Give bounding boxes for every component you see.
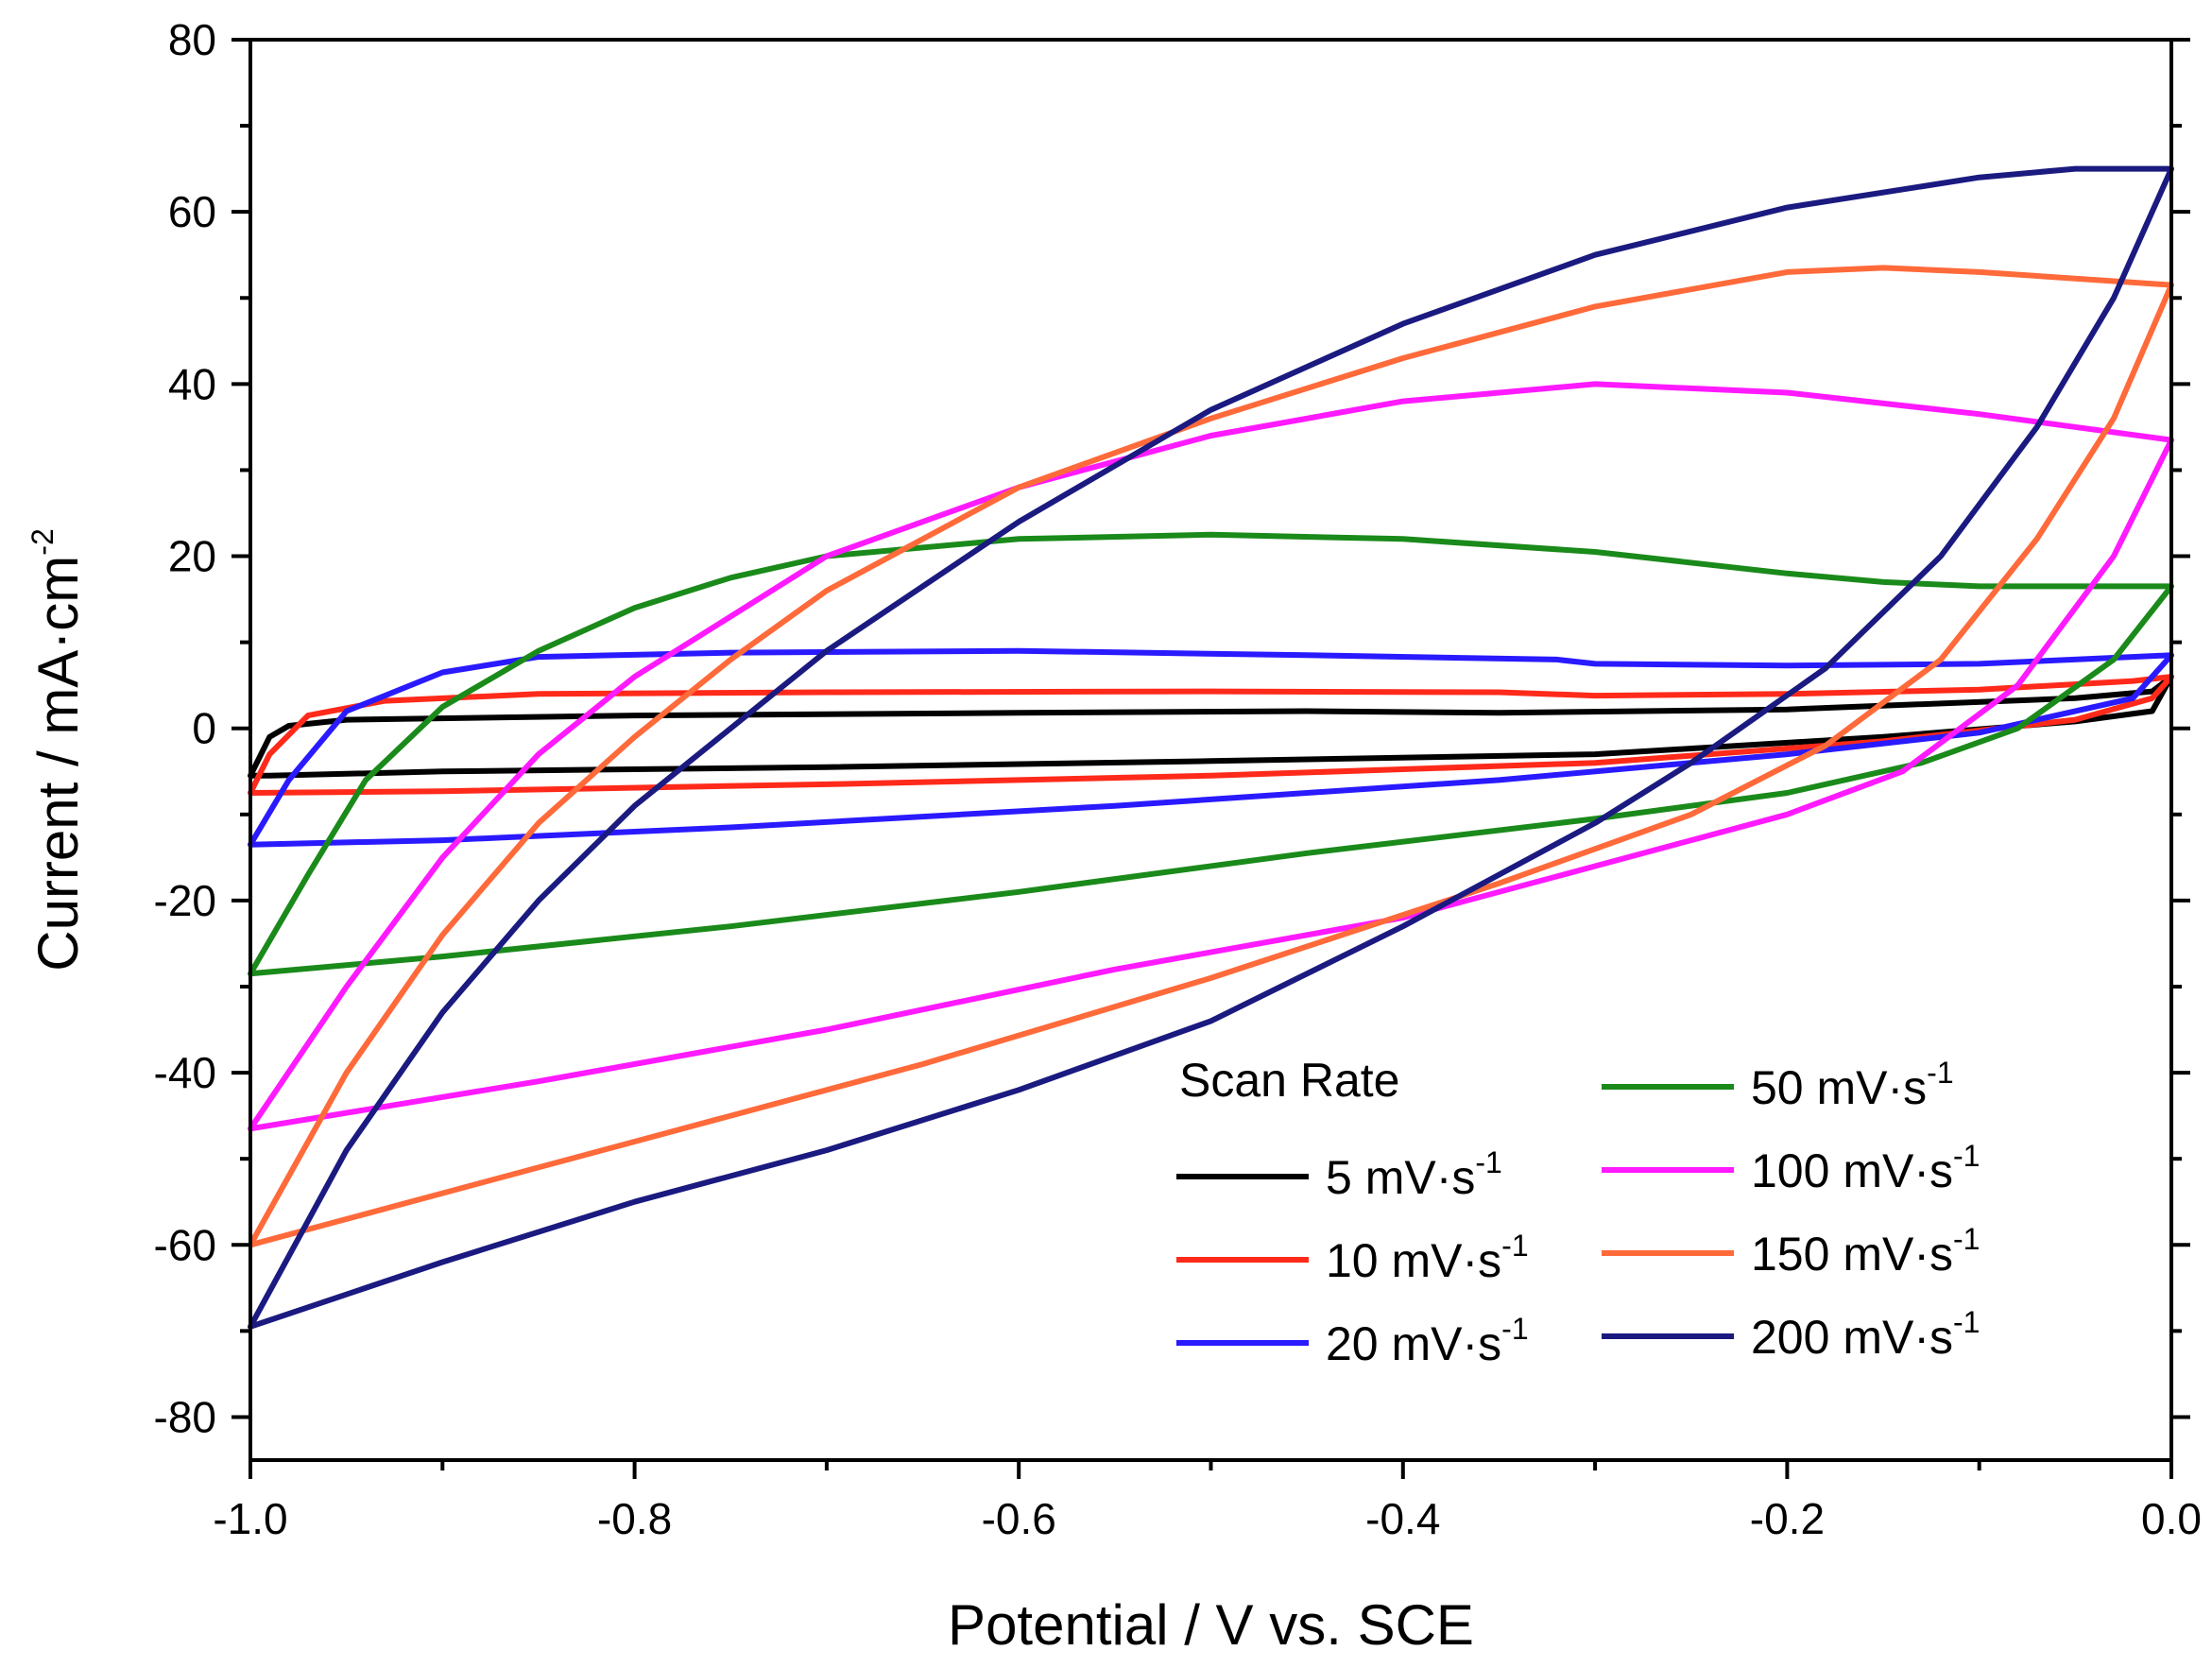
series-line-7 xyxy=(248,165,2174,1330)
legend-label: 150 mV·s-1 xyxy=(1751,1222,1980,1281)
legend-item: 200 mV·s-1 xyxy=(1602,1305,1980,1364)
x-axis-title: Potential / V vs. SCE xyxy=(948,1593,1474,1657)
x-tick-label: -0.6 xyxy=(982,1494,1056,1543)
series-line-2 xyxy=(248,674,2174,796)
legend-label: 200 mV·s-1 xyxy=(1751,1305,1980,1364)
legend-label: 5 mV·s-1 xyxy=(1326,1145,1502,1204)
y-tick-label: 80 xyxy=(168,15,216,64)
y-tick-label: 0 xyxy=(192,704,216,753)
legend: Scan Rate 5 mV·s-1 10 mV·s-1 20 mV·s-1 50 m… xyxy=(1176,1054,1980,1370)
x-tick-label: -0.4 xyxy=(1365,1494,1440,1543)
legend-item: 20 mV·s-1 xyxy=(1176,1312,1529,1370)
y-tick-label: -80 xyxy=(154,1392,216,1441)
y-tick-label: 60 xyxy=(168,187,216,236)
y-axis-title-text: Current / mA·cm xyxy=(26,556,90,972)
y-tick-label: -20 xyxy=(154,876,216,925)
legend-label: 100 mV·s-1 xyxy=(1751,1139,1980,1197)
legend-items: 5 mV·s-1 10 mV·s-1 20 mV·s-1 50 mV·s-1 100 m… xyxy=(1176,1056,1980,1370)
series-line-5 xyxy=(248,381,2174,1132)
x-tick-label: -0.2 xyxy=(1750,1494,1825,1543)
series-line-3 xyxy=(248,647,2174,848)
y-axis-title: Current / mA·cm-2 xyxy=(26,528,90,972)
x-tick-label: -1.0 xyxy=(213,1494,287,1543)
tick-labels-layer: -1.0 -0.8 -0.6 -0.4 -0.2 0.0 -80 -60 -40 -20 0 20 40… xyxy=(154,15,2202,1543)
y-tick-label: 40 xyxy=(168,359,216,408)
legend-title: Scan Rate xyxy=(1179,1054,1399,1107)
series-layer xyxy=(248,165,2174,1330)
legend-label: 20 mV·s-1 xyxy=(1326,1312,1529,1370)
series-line-6 xyxy=(248,265,2174,1248)
ticks-layer xyxy=(231,38,2190,1479)
legend-item: 5 mV·s-1 xyxy=(1176,1145,1502,1204)
y-tick-label: -40 xyxy=(154,1048,216,1097)
legend-item: 10 mV·s-1 xyxy=(1176,1229,1529,1287)
legend-item: 50 mV·s-1 xyxy=(1602,1056,1954,1114)
legend-label: 10 mV·s-1 xyxy=(1326,1229,1529,1287)
x-tick-label: -0.8 xyxy=(597,1494,672,1543)
x-tick-label: 0.0 xyxy=(2141,1494,2202,1543)
legend-label: 50 mV·s-1 xyxy=(1751,1056,1954,1114)
y-tick-label: 20 xyxy=(168,532,216,581)
series-line-4 xyxy=(248,531,2174,977)
y-axis-title-superscript: -2 xyxy=(26,528,60,555)
y-tick-label: -60 xyxy=(154,1220,216,1269)
legend-item: 100 mV·s-1 xyxy=(1602,1139,1980,1197)
legend-item: 150 mV·s-1 xyxy=(1602,1222,1980,1281)
x-axis-title-text: Potential / V vs. SCE xyxy=(948,1593,1474,1657)
series-line-1 xyxy=(248,674,2174,779)
